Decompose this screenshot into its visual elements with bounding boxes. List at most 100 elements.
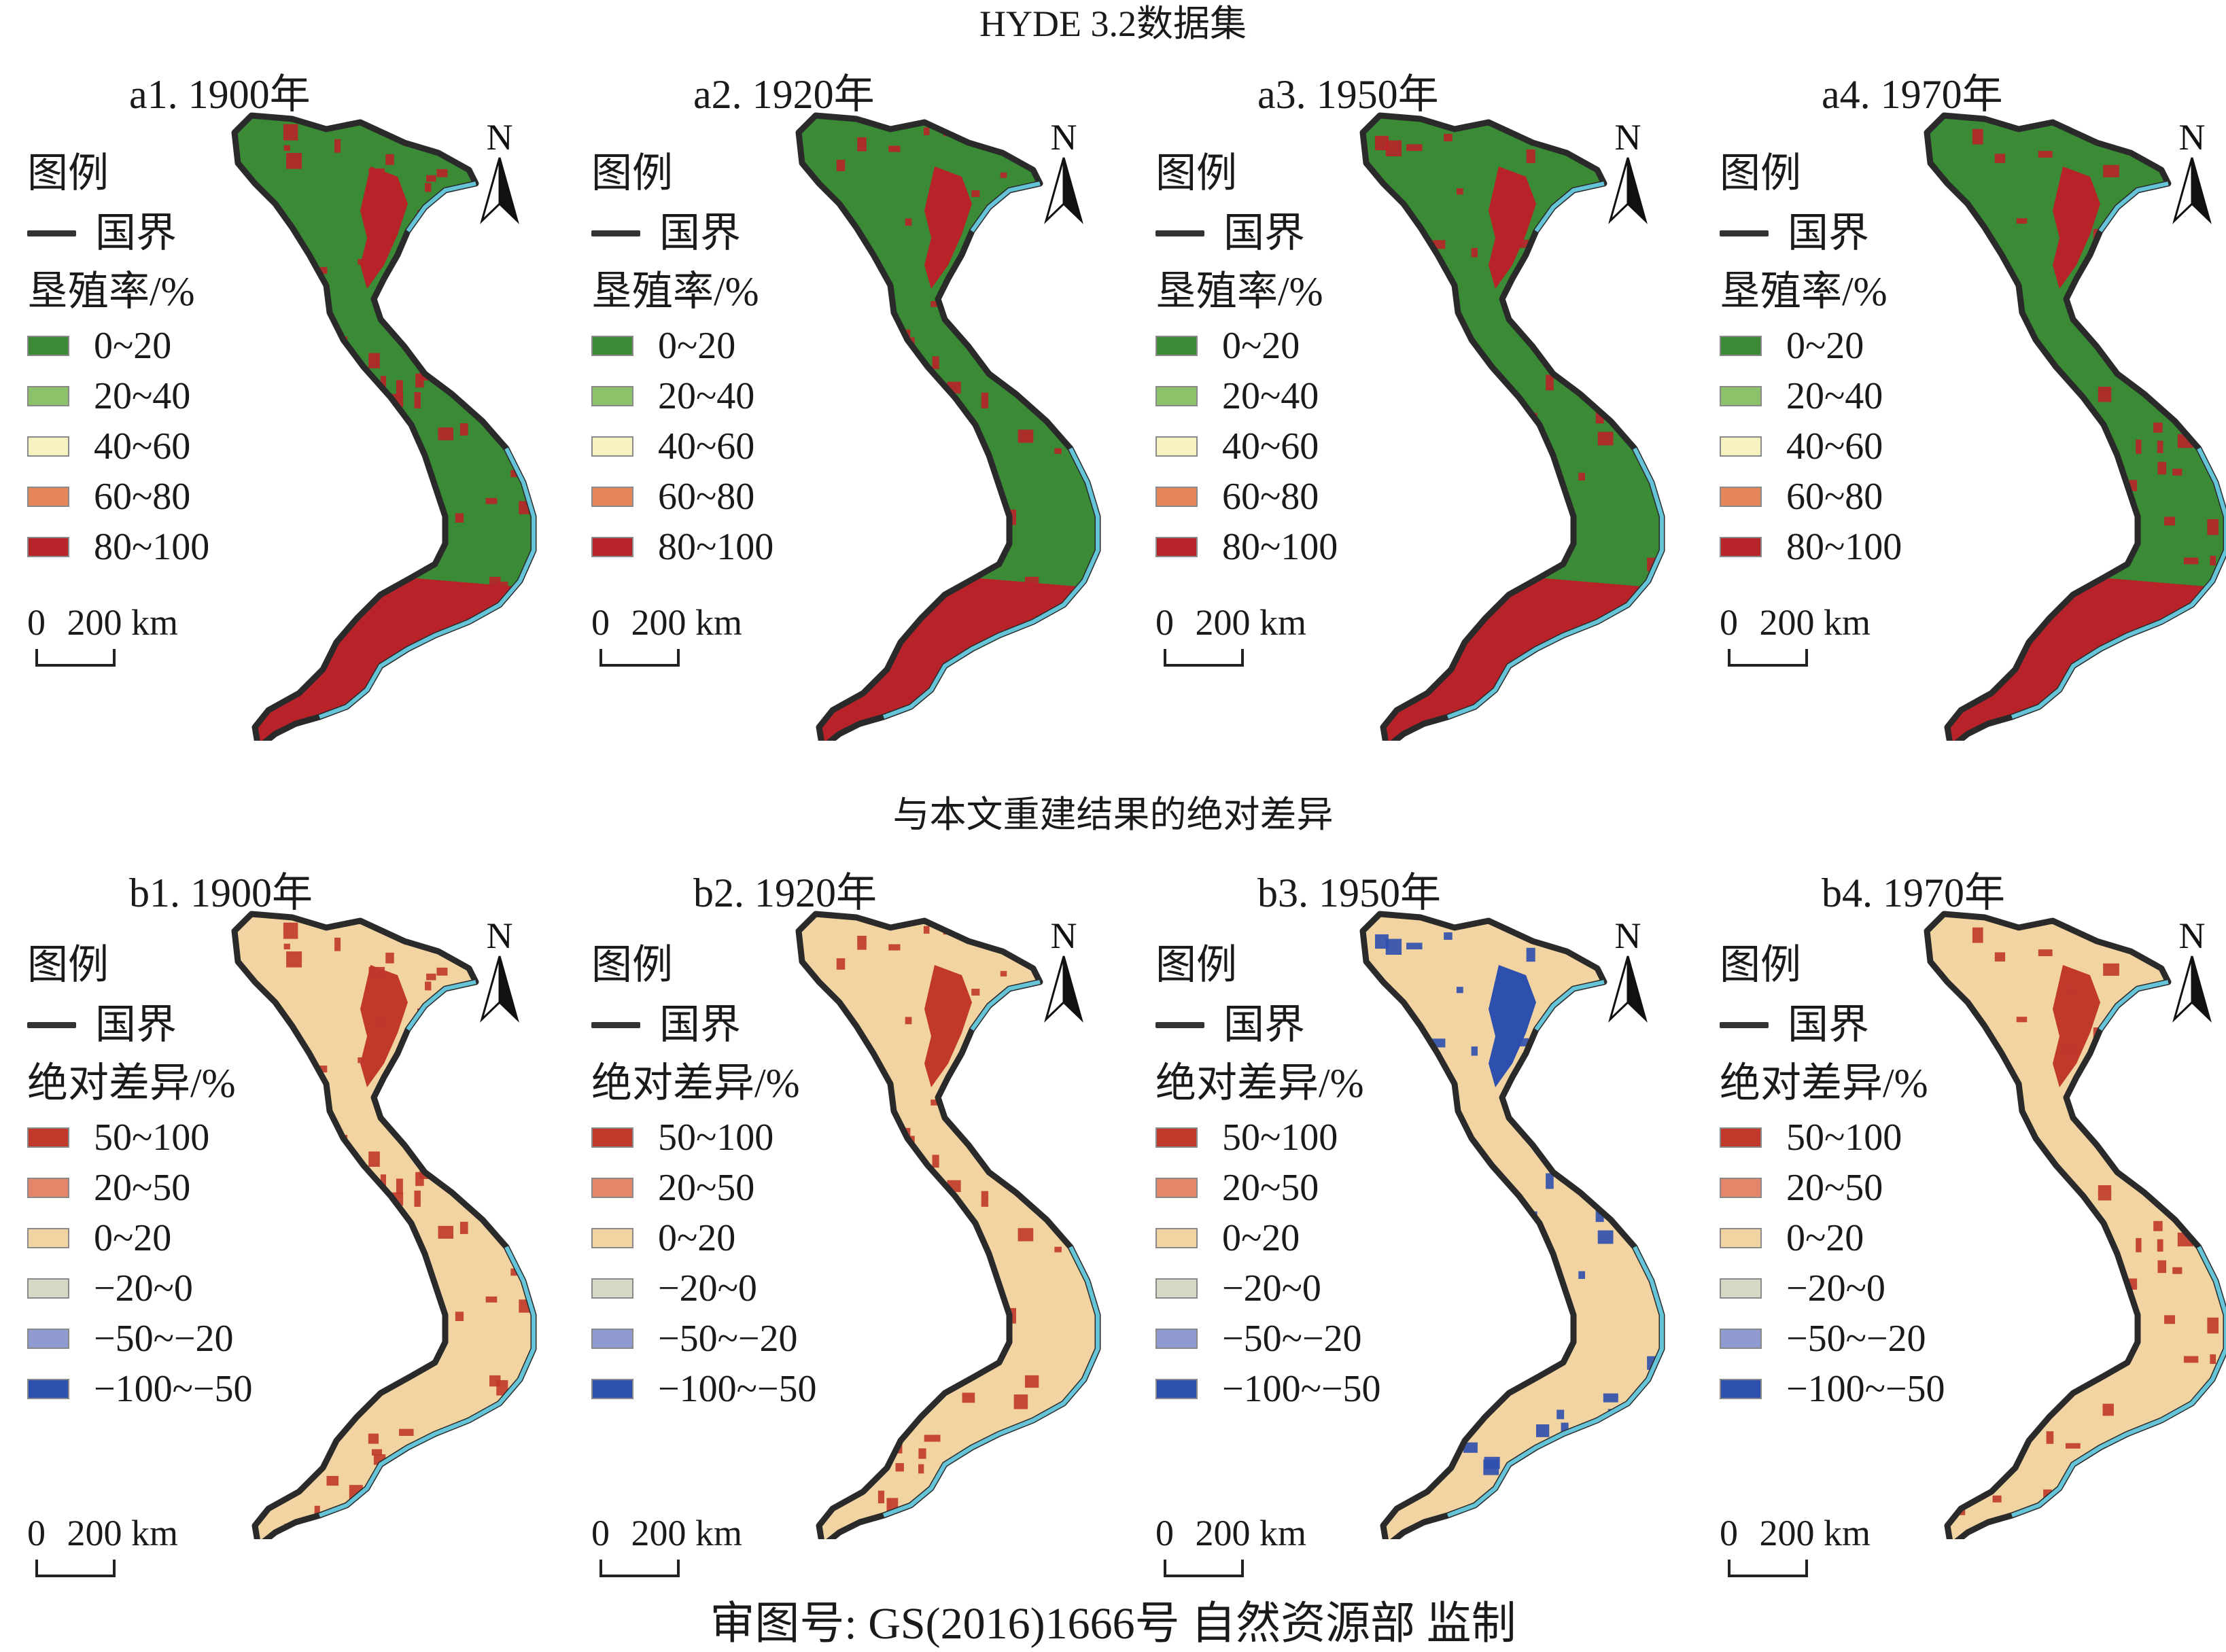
legend-item: 40~60 bbox=[591, 427, 773, 465]
scale-label: 200 km bbox=[58, 1513, 179, 1553]
legend-header: 图例 bbox=[1720, 151, 1801, 196]
legend-subtitle: 垦殖率/% bbox=[27, 269, 195, 314]
legend-swatch bbox=[27, 1278, 69, 1299]
legend-label: 0~20 bbox=[658, 1217, 736, 1259]
legend-item: 40~60 bbox=[1155, 427, 1338, 465]
legend-swatch bbox=[591, 1228, 633, 1248]
legend-swatch bbox=[1720, 1379, 1762, 1399]
scale-label: 200 km bbox=[622, 1513, 743, 1553]
legend-label: −20~0 bbox=[1222, 1267, 1321, 1310]
legend-item: 0~20 bbox=[27, 1219, 252, 1257]
legend-label: 80~100 bbox=[94, 526, 210, 568]
scale-label: 200 km bbox=[1186, 1513, 1307, 1553]
legend-border-item: 国界 bbox=[1720, 213, 1902, 253]
legend-label: 40~60 bbox=[94, 425, 191, 468]
legend-item: 80~100 bbox=[27, 528, 209, 566]
legend-label: −50~−20 bbox=[1786, 1318, 1926, 1360]
legend-label: 0~20 bbox=[1786, 325, 1864, 367]
legend-border-label: 国界 bbox=[659, 1002, 741, 1047]
map-legend: 图例 国界 绝对差异/% 50~100 20~50 0~20 −20~0 −50~−20 −10… bbox=[27, 945, 252, 1420]
legend-swatch bbox=[1155, 386, 1198, 406]
legend-item: 20~50 bbox=[27, 1169, 252, 1207]
scale-bar-line bbox=[1164, 1560, 1244, 1577]
scale-bar: 0 200 km bbox=[27, 1512, 179, 1577]
legend-label: −20~0 bbox=[1786, 1267, 1885, 1310]
legend-swatch bbox=[1155, 1178, 1198, 1198]
legend-border-item: 国界 bbox=[1155, 213, 1338, 253]
border-line-icon bbox=[591, 1021, 640, 1028]
footer-caption: 审图号: GS(2016)1666号 自然资源部 监制 bbox=[710, 1599, 1516, 1649]
legend-swatch bbox=[27, 537, 69, 557]
legend-label: −50~−20 bbox=[94, 1318, 234, 1360]
legend-swatch bbox=[1720, 1127, 1762, 1148]
scale-zero: 0 bbox=[27, 602, 46, 643]
legend-item: 50~100 bbox=[1155, 1119, 1380, 1157]
legend-item: 80~100 bbox=[1155, 528, 1338, 566]
panel-title: b1. 1900年 bbox=[129, 871, 313, 915]
legend-item: 40~60 bbox=[27, 427, 209, 465]
legend-swatch bbox=[27, 386, 69, 406]
legend-subtitle: 绝对差异/% bbox=[591, 1061, 800, 1106]
legend-border-item: 国界 bbox=[591, 213, 773, 253]
legend-swatch bbox=[27, 1379, 69, 1399]
svg-text:N: N bbox=[487, 915, 513, 956]
legend-border-label: 国界 bbox=[95, 1002, 177, 1047]
legend-item: 50~100 bbox=[1720, 1119, 1945, 1157]
legend-item: 60~80 bbox=[1155, 478, 1338, 516]
map-legend: 图例 国界 垦殖率/% 0~20 20~40 40~60 60~80 80~100 bbox=[591, 153, 773, 578]
legend-subtitle: 垦殖率/% bbox=[1155, 269, 1323, 314]
scale-bar: 0 200 km bbox=[1720, 601, 1871, 667]
legend-label: 20~40 bbox=[1786, 375, 1883, 417]
legend-item: 20~40 bbox=[591, 377, 773, 415]
legend-item: 0~20 bbox=[591, 1219, 816, 1257]
north-arrow-icon: N bbox=[1601, 116, 1655, 224]
legend-item: 40~60 bbox=[1720, 427, 1902, 465]
legend-swatch bbox=[591, 1379, 633, 1399]
scale-zero: 0 bbox=[1720, 602, 1738, 643]
legend-label: 20~50 bbox=[1786, 1167, 1883, 1209]
north-arrow-icon: N bbox=[2165, 914, 2219, 1023]
legend-swatch bbox=[27, 487, 69, 507]
svg-text:N: N bbox=[2179, 117, 2206, 158]
scale-bar: 0 200 km bbox=[1155, 1512, 1307, 1577]
legend-swatch bbox=[1155, 537, 1198, 557]
legend-border-label: 国界 bbox=[1223, 211, 1305, 256]
scale-bar: 0 200 km bbox=[27, 601, 178, 667]
legend-subtitle: 绝对差异/% bbox=[1155, 1061, 1364, 1106]
legend-label: 50~100 bbox=[1222, 1117, 1338, 1159]
north-arrow-icon: N bbox=[472, 914, 527, 1023]
legend-item: 20~40 bbox=[1720, 377, 1902, 415]
legend-swatch bbox=[1155, 1329, 1198, 1349]
legend-label: −20~0 bbox=[94, 1267, 193, 1310]
legend-label: 20~40 bbox=[94, 375, 191, 417]
legend-label: 0~20 bbox=[1222, 1217, 1300, 1259]
legend-item: −50~−20 bbox=[27, 1320, 252, 1358]
scale-bar-line bbox=[35, 649, 116, 667]
legend-subtitle: 垦殖率/% bbox=[1720, 269, 1888, 314]
north-arrow-icon: N bbox=[472, 116, 527, 224]
map-legend: 图例 国界 绝对差异/% 50~100 20~50 0~20 −20~0 −50~−20 −10… bbox=[1155, 945, 1380, 1420]
legend-label: −50~−20 bbox=[658, 1318, 798, 1360]
legend-swatch bbox=[1720, 1228, 1762, 1248]
legend-label: 40~60 bbox=[658, 425, 755, 468]
legend-item: 80~100 bbox=[1720, 528, 1902, 566]
north-arrow-icon: N bbox=[1037, 116, 1091, 224]
legend-swatch bbox=[591, 1278, 633, 1299]
border-line-icon bbox=[591, 230, 640, 236]
legend-border-item: 国界 bbox=[591, 1004, 816, 1045]
legend-swatch bbox=[1155, 1228, 1198, 1248]
scale-bar: 0 200 km bbox=[1720, 1512, 1871, 1577]
legend-label: 80~100 bbox=[1222, 526, 1338, 568]
panel-title: b2. 1920年 bbox=[693, 871, 877, 915]
legend-swatch bbox=[1155, 436, 1198, 457]
panel-title: a2. 1920年 bbox=[693, 72, 875, 117]
legend-label: 20~40 bbox=[658, 375, 755, 417]
legend-item: 0~20 bbox=[1155, 327, 1338, 365]
legend-item: −50~−20 bbox=[1155, 1320, 1380, 1358]
legend-swatch bbox=[27, 1178, 69, 1198]
a-panel-4: a4. 1970年 N 图例 国界 垦殖率/% 0~20 20~40 40~60 60~80 80… bbox=[1720, 61, 2226, 741]
legend-swatch bbox=[1720, 1178, 1762, 1198]
legend-item: 20~50 bbox=[591, 1169, 816, 1207]
legend-label: 20~50 bbox=[94, 1167, 191, 1209]
border-line-icon bbox=[1155, 230, 1204, 236]
